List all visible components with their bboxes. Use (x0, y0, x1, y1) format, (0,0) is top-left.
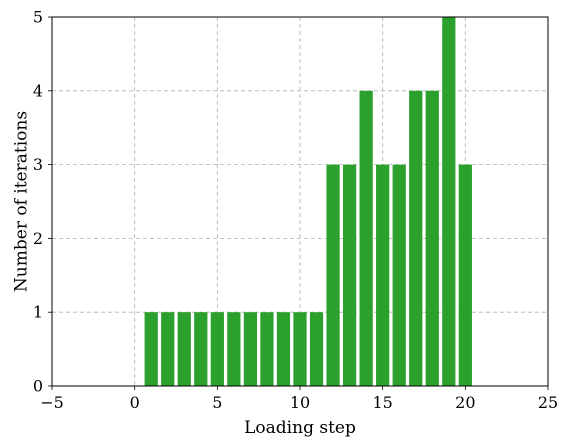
bar-step-7 (243, 312, 258, 386)
x-tick-label: 10 (290, 393, 310, 412)
x-tick-label: −5 (40, 393, 64, 412)
bar-step-1 (144, 312, 158, 386)
bar-step-9 (276, 312, 291, 386)
x-axis-label: Loading step (244, 418, 356, 438)
bar-step-3 (177, 312, 191, 386)
bar-step-19 (442, 17, 456, 386)
bar-step-8 (260, 312, 274, 386)
x-tick-label: 0 (130, 393, 140, 412)
bar-step-17 (409, 90, 423, 387)
bar-step-18 (425, 90, 439, 387)
x-tick-label: 25 (538, 393, 558, 412)
bar-step-15 (376, 164, 390, 386)
y-tick-label: 4 (33, 81, 43, 100)
bar-step-10 (293, 312, 307, 386)
bars (144, 17, 472, 387)
axis-ticks (48, 16, 549, 390)
bar-step-6 (227, 312, 241, 386)
bar-step-2 (161, 312, 175, 386)
bar-step-4 (194, 312, 208, 386)
y-axis-label: Number of iterations (12, 111, 32, 292)
bar-step-14 (359, 90, 373, 387)
y-tick-label: 3 (33, 155, 43, 174)
bar-step-5 (210, 312, 224, 386)
x-tick-label: 20 (455, 393, 475, 412)
y-tick-label: 0 (33, 377, 43, 396)
bar-step-20 (458, 164, 472, 386)
bar-step-16 (392, 164, 406, 386)
x-tick-label: 5 (212, 393, 222, 412)
bar-step-12 (326, 164, 340, 386)
bar-step-11 (309, 312, 324, 386)
bar-step-13 (342, 164, 357, 386)
y-tick-label: 5 (33, 8, 43, 27)
y-tick-label: 1 (33, 303, 43, 322)
y-tick-label: 2 (33, 229, 43, 248)
x-tick-label: 15 (372, 393, 392, 412)
